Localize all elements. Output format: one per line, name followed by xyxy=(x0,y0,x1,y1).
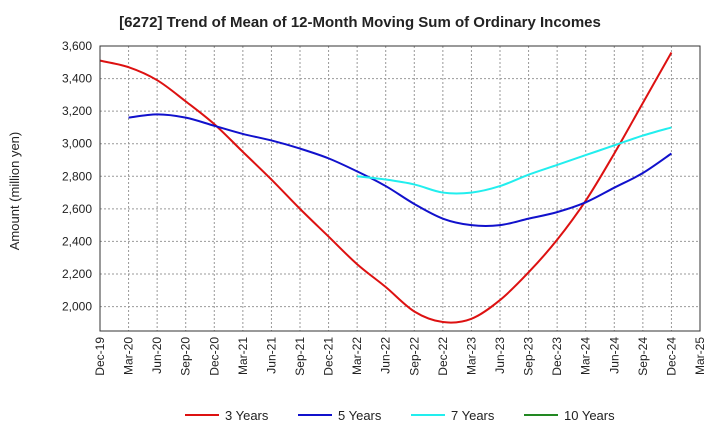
legend: 3 Years 5 Years 7 Years 10 Years xyxy=(185,408,615,423)
y-tick-label: 3,400 xyxy=(62,72,92,86)
x-tick-label: Jun-22 xyxy=(379,337,393,374)
y-tick-label: 2,000 xyxy=(62,300,92,314)
y-tick-label: 3,600 xyxy=(62,39,92,53)
x-tick-label: Dec-23 xyxy=(550,337,564,376)
x-tick-label: Mar-24 xyxy=(579,337,593,375)
series-line-3-years xyxy=(99,52,673,324)
x-tick-label: Dec-21 xyxy=(322,337,336,376)
x-tick-label: Sep-24 xyxy=(636,337,650,376)
series-line-7-years xyxy=(357,126,672,195)
legend-label-10-years: 10 Years xyxy=(564,408,615,423)
x-tick-label: Jun-20 xyxy=(150,337,164,374)
x-tick-label: Dec-24 xyxy=(664,337,678,376)
y-tick-label: 3,200 xyxy=(62,104,92,118)
y-tick-label: 3,000 xyxy=(62,137,92,151)
x-tick-label: Dec-22 xyxy=(436,337,450,376)
x-tick-label: Mar-21 xyxy=(236,337,250,375)
x-tick-label: Mar-25 xyxy=(693,337,707,375)
y-axis-title: Amount (million yen) xyxy=(7,132,22,251)
legend-label-7-years: 7 Years xyxy=(451,408,495,423)
chart-title: [6272] Trend of Mean of 12-Month Moving … xyxy=(119,14,601,31)
x-tick-label: Dec-19 xyxy=(93,337,107,376)
plot-frame xyxy=(99,45,701,332)
series-layer xyxy=(99,52,673,324)
legend-label-3-years: 3 Years xyxy=(225,408,269,423)
y-tick-label: 2,600 xyxy=(62,202,92,216)
x-tick-label: Jun-24 xyxy=(607,337,621,374)
legend-label-5-years: 5 Years xyxy=(338,408,382,423)
x-tick-label: Mar-23 xyxy=(464,337,478,375)
x-tick-label: Sep-21 xyxy=(293,337,307,376)
y-tick-labels: 2,000 2,200 2,400 2,600 2,800 3,000 3,200 3,400… xyxy=(62,39,92,314)
series-line-5-years xyxy=(128,113,672,227)
grid-layer xyxy=(100,45,700,331)
y-tick-label: 2,200 xyxy=(62,267,92,281)
x-tick-label: Jun-21 xyxy=(264,337,278,374)
x-tick-label: Sep-20 xyxy=(179,337,193,376)
x-tick-label: Mar-22 xyxy=(350,337,364,375)
x-tick-labels: Dec-19 Mar-20 Jun-20 Sep-20 Dec-20 Mar-21 Jun-… xyxy=(93,337,707,376)
x-tick-label: Sep-23 xyxy=(522,337,536,376)
x-tick-label: Jun-23 xyxy=(493,337,507,374)
y-tick-label: 2,400 xyxy=(62,234,92,248)
x-tick-label: Dec-20 xyxy=(207,337,221,376)
y-tick-label: 2,800 xyxy=(62,169,92,183)
x-tick-label: Mar-20 xyxy=(122,337,136,375)
x-tick-label: Sep-22 xyxy=(407,337,421,376)
